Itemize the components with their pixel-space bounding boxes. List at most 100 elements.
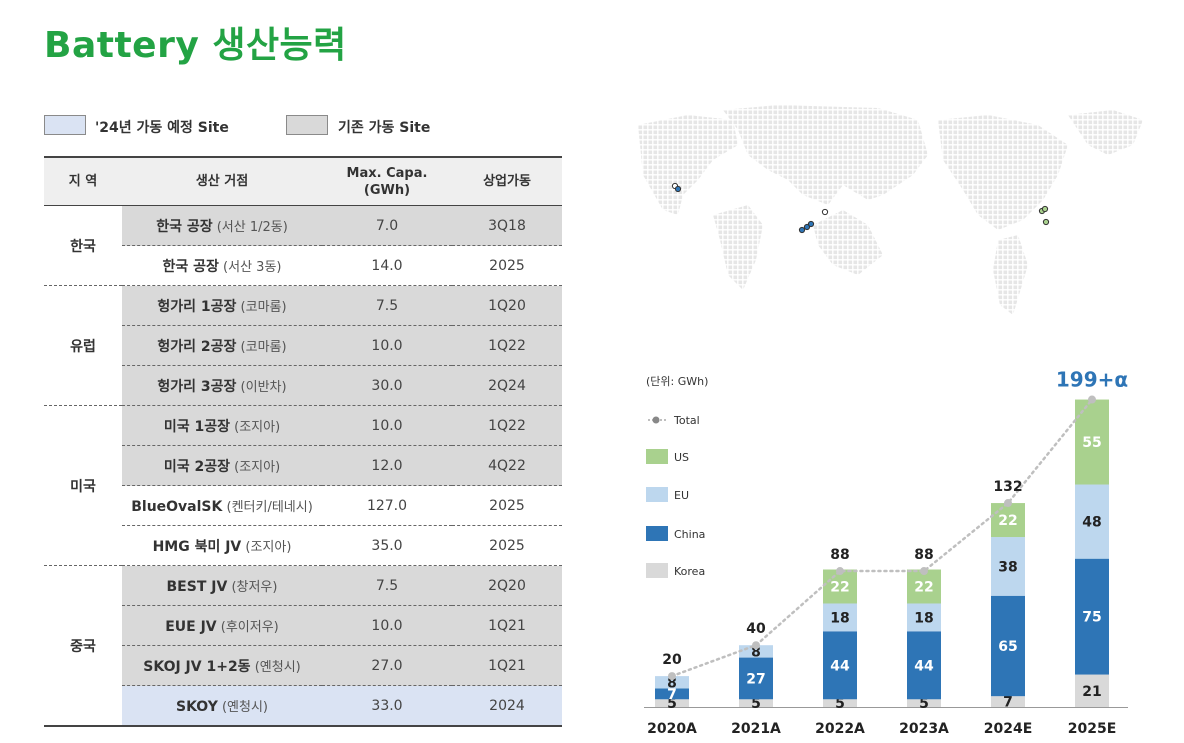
site-location: (옌청시) bbox=[217, 700, 268, 715]
data-label-korea: 7 bbox=[1003, 695, 1013, 711]
data-label-korea: 5 bbox=[751, 696, 761, 712]
production-site-table: 지 역 생산 거점 Max. Capa. (GWh) 상업가동 한국 한국 공장 (… bbox=[44, 156, 562, 727]
data-label-eu: 18 bbox=[914, 610, 933, 626]
total-marker bbox=[668, 672, 676, 681]
site-cell: 헝가리 2공장 (코마롬) bbox=[122, 325, 322, 366]
data-label-korea: 5 bbox=[919, 696, 929, 712]
legend-swatch-korea bbox=[646, 563, 668, 578]
header-site: 생산 거점 bbox=[122, 156, 322, 206]
bar-segment-korea bbox=[907, 699, 941, 707]
data-label-china: 44 bbox=[830, 658, 850, 674]
start-cell: 1Q20 bbox=[452, 285, 562, 326]
x-tick-label: 2024E bbox=[984, 721, 1033, 737]
data-label-us: 22 bbox=[998, 513, 1017, 529]
header-capacity-label: Max. Capa. (GWh) bbox=[346, 165, 428, 198]
data-label-us: 22 bbox=[914, 579, 933, 595]
bar-segment-eu bbox=[823, 603, 857, 632]
total-label: 199+α bbox=[1056, 368, 1128, 392]
capacity-cell: 10.0 bbox=[322, 325, 452, 366]
capacity-cell: 12.0 bbox=[322, 445, 452, 486]
legend-label-us: US bbox=[674, 451, 689, 464]
legend-planned-label: '24년 가동 예정 Site bbox=[95, 120, 229, 136]
total-marker bbox=[836, 567, 844, 576]
site-name: 헝가리 1공장 bbox=[157, 298, 237, 315]
bar-segment-china bbox=[823, 631, 857, 700]
table-row: 미국 2공장 (조지아) 12.0 4Q22 bbox=[44, 445, 562, 486]
bar-segment-korea bbox=[739, 699, 773, 707]
bar-segment-china bbox=[1075, 558, 1109, 675]
china-marker bbox=[807, 220, 815, 228]
site-name: 한국 공장 bbox=[162, 258, 219, 275]
site-name: BEST JV bbox=[166, 579, 228, 595]
legend-planned-swatch bbox=[44, 115, 86, 135]
site-name: 헝가리 3공장 bbox=[157, 378, 237, 395]
x-tick-label: 2021A bbox=[731, 721, 781, 737]
legend-total-marker bbox=[652, 416, 660, 424]
table-row: 한국 한국 공장 (서산 1/2동) 7.0 3Q18 bbox=[44, 205, 562, 286]
bar-segment-eu bbox=[991, 537, 1025, 596]
site-cell: 헝가리 1공장 (코마롬) bbox=[122, 285, 322, 326]
bar-segment-us bbox=[823, 569, 857, 604]
total-label: 20 bbox=[662, 652, 682, 668]
table-row: 한국 공장 (서산 3동) 14.0 2025 bbox=[44, 245, 562, 286]
table-row: SKOJ JV 1+2동 (옌청시) 27.0 1Q21 bbox=[44, 645, 562, 686]
world-map bbox=[638, 105, 1143, 315]
site-name: SKOY bbox=[176, 699, 218, 715]
start-cell: 1Q22 bbox=[452, 325, 562, 366]
page-title: Battery 생산능력 bbox=[44, 25, 347, 66]
site-cell: SKOY (옌청시) bbox=[122, 685, 322, 727]
x-tick-label: 2022A bbox=[815, 721, 865, 737]
site-cell: 미국 2공장 (조지아) bbox=[122, 445, 322, 486]
site-location: (켄터키/테네시) bbox=[222, 500, 313, 515]
start-cell: 2025 bbox=[452, 525, 562, 566]
bar-segment-eu bbox=[907, 603, 941, 632]
header-capacity: Max. Capa. (GWh) bbox=[322, 156, 452, 206]
total-marker bbox=[920, 567, 928, 576]
bar-segment-korea bbox=[823, 699, 857, 707]
site-name: 헝가리 2공장 bbox=[157, 338, 237, 355]
legend-label-korea: Korea bbox=[674, 565, 705, 578]
x-tick-label: 2020A bbox=[647, 721, 697, 737]
total-label: 40 bbox=[746, 621, 766, 637]
site-location: (옌청시) bbox=[250, 659, 301, 675]
total-label: 88 bbox=[914, 547, 933, 563]
legend-label-china: China bbox=[674, 528, 705, 541]
legend-swatch-china bbox=[646, 526, 668, 541]
site-cell: EUE JV (후이저우) bbox=[122, 605, 322, 646]
site-markers bbox=[671, 182, 1050, 234]
site-cell: BEST JV (창저우) bbox=[122, 565, 322, 606]
site-cell: 한국 공장 (서산 3동) bbox=[122, 245, 322, 286]
data-label-china: 75 bbox=[1082, 610, 1101, 626]
data-label-china: 65 bbox=[998, 639, 1017, 655]
capacity-cell: 7.5 bbox=[322, 285, 452, 326]
bar-segment-korea bbox=[655, 699, 689, 707]
data-label-korea: 5 bbox=[835, 696, 845, 712]
total-label: 88 bbox=[830, 547, 849, 563]
site-cell: BlueOvalSK (켄터키/테네시) bbox=[122, 485, 322, 526]
site-name: BlueOvalSK bbox=[131, 499, 223, 515]
region-cell: 중국 bbox=[44, 565, 122, 727]
site-location: (코마롬) bbox=[236, 299, 287, 315]
bar-segment-korea bbox=[991, 696, 1025, 707]
start-cell: 3Q18 bbox=[452, 205, 562, 246]
region-cell: 미국 bbox=[44, 405, 122, 566]
total-line bbox=[670, 398, 1094, 678]
legend-label-eu: EU bbox=[674, 489, 689, 502]
capacity-cell: 10.0 bbox=[322, 605, 452, 646]
data-label-eu: 48 bbox=[1082, 515, 1101, 531]
europe-marker bbox=[674, 185, 682, 193]
total-marker bbox=[1088, 395, 1096, 404]
bar-segment-eu bbox=[1075, 484, 1109, 559]
data-label-korea: 21 bbox=[1082, 684, 1101, 700]
site-name: 한국 공장 bbox=[156, 218, 213, 235]
site-location: (이반차) bbox=[236, 379, 287, 395]
start-cell: 2Q24 bbox=[452, 365, 562, 406]
china-marker bbox=[803, 223, 811, 231]
site-location: (서산 1/2동) bbox=[212, 219, 288, 235]
data-label-eu: 38 bbox=[998, 559, 1017, 575]
table-row: HMG 북미 JV (조지아) 35.0 2025 bbox=[44, 525, 562, 566]
site-name: EUE JV bbox=[165, 619, 217, 635]
data-label-eu: 18 bbox=[830, 610, 849, 626]
site-location: (서산 3동) bbox=[218, 259, 282, 275]
data-label-us: 55 bbox=[1082, 435, 1101, 451]
